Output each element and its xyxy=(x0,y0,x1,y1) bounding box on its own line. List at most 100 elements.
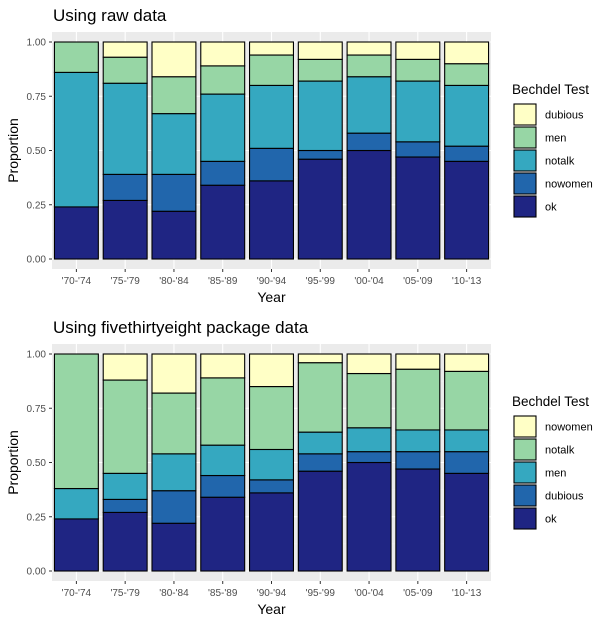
bar-segment-notalk xyxy=(53,71,99,208)
bar-segment-notalk xyxy=(249,385,295,451)
bar-segment-nowomen xyxy=(297,149,343,160)
x-tick-label: '00-'04 xyxy=(354,276,384,287)
bar-segment-dubious xyxy=(151,41,197,78)
bar-segment-men xyxy=(200,65,246,95)
bar-segment-ok xyxy=(297,158,343,260)
bar-segment-men xyxy=(249,448,295,481)
bar-segment-nowomen xyxy=(249,147,295,182)
bar-segment-ok xyxy=(395,468,441,572)
bar-segment-men xyxy=(346,54,392,78)
bar-segment-ok xyxy=(395,156,441,260)
legend-label: notalk xyxy=(545,445,575,457)
bar-segment-notalk xyxy=(444,370,490,431)
bar-segment-ok xyxy=(346,149,392,260)
bar-segment-notalk xyxy=(297,362,343,433)
y-tick-label: 0.25 xyxy=(27,200,47,211)
bar-segment-nowomen xyxy=(297,353,343,364)
legend-label: ok xyxy=(545,202,557,214)
x-tick-label: '85-'89 xyxy=(208,588,238,599)
legend-label: nowomen xyxy=(545,422,593,434)
bar-segment-dubious xyxy=(200,474,246,498)
legend-label: notalk xyxy=(545,156,575,168)
bar-segment-nowomen xyxy=(151,173,197,212)
bar-segment-men xyxy=(102,56,148,84)
legend-key-notalk xyxy=(513,438,537,461)
bar-segment-dubious xyxy=(200,41,246,67)
bar-segment-dubious xyxy=(297,453,343,472)
bar-segment-ok xyxy=(200,184,246,260)
bar-segment-dubious xyxy=(346,451,392,464)
bar-segment-notalk xyxy=(200,93,246,162)
y-axis-label: Proportion xyxy=(5,118,21,183)
legend-label: nowomen xyxy=(545,179,593,191)
bar-segment-men xyxy=(53,41,99,73)
legend-key-nowomen xyxy=(513,172,537,195)
bar-segment-ok xyxy=(102,199,148,260)
bar-segment-ok xyxy=(102,511,148,572)
bar-segment-nowomen xyxy=(151,353,197,394)
x-tick-label: '05-'09 xyxy=(403,588,433,599)
bar-segment-notalk xyxy=(102,379,148,474)
bar-segment-men xyxy=(297,58,343,82)
x-tick-label: '90-'94 xyxy=(257,588,287,599)
bar-segment-ok xyxy=(297,470,343,572)
bar-segment-men xyxy=(346,427,392,453)
legend-key-ok xyxy=(513,195,537,218)
bar-segment-men xyxy=(151,453,197,492)
bar-segment-nowomen xyxy=(102,353,148,381)
bar-segment-ok xyxy=(151,210,197,260)
bar-segment-notalk xyxy=(395,368,441,431)
legend-title: Bechdel Test xyxy=(512,82,589,97)
bar-segment-ok xyxy=(53,518,99,572)
y-tick-label: 0.00 xyxy=(27,567,47,578)
bar-segment-ok xyxy=(151,522,197,572)
x-tick-label: '10-'13 xyxy=(452,276,482,287)
bar-segment-nowomen xyxy=(249,353,295,388)
bar-segment-notalk xyxy=(297,80,343,152)
bar-segment-ok xyxy=(249,180,295,260)
bar-segment-notalk xyxy=(151,392,197,455)
bar-segment-notalk xyxy=(346,76,392,134)
legend-key-notalk xyxy=(513,149,537,172)
y-tick-label: 0.00 xyxy=(27,255,47,266)
y-axis-label: Proportion xyxy=(5,430,21,495)
bar-segment-dubious xyxy=(249,479,295,494)
bar-segment-dubious xyxy=(395,41,441,60)
bar-segment-men xyxy=(102,472,148,500)
bar-segment-ok xyxy=(249,492,295,572)
bar-segment-men xyxy=(444,63,490,86)
chart-title: Using raw data xyxy=(53,6,167,25)
bar-segment-men xyxy=(395,429,441,453)
chart-2: Using fivethirtyeight package data 0.00 0.… xyxy=(5,318,593,617)
x-tick-label: '85-'89 xyxy=(208,276,238,287)
bar-segment-notalk xyxy=(395,80,441,143)
y-tick-label: 1.00 xyxy=(27,350,47,361)
bar-segment-dubious xyxy=(297,41,343,60)
bar-segment-men xyxy=(53,487,99,520)
legend-key-dubious xyxy=(513,103,537,126)
bar-segment-men xyxy=(200,444,246,477)
bar-segment-ok xyxy=(53,206,99,260)
bar-segment-nowomen xyxy=(102,173,148,201)
bar-segment-notalk xyxy=(249,84,295,149)
y-tick-label: 0.50 xyxy=(27,146,47,157)
bar-segment-notalk xyxy=(151,113,197,175)
legend: Bechdel Test dubious men notalk nowomen ok xyxy=(512,82,593,218)
bar-segment-ok xyxy=(444,472,490,572)
x-tick-label: '05-'09 xyxy=(403,276,433,287)
legend-key-men xyxy=(513,461,537,484)
bar-segment-dubious xyxy=(444,41,490,65)
x-axis-label: Year xyxy=(257,289,286,305)
x-tick-label: '75-'79 xyxy=(110,588,140,599)
x-tick-label: '95-'99 xyxy=(306,588,336,599)
legend-key-men xyxy=(513,126,537,149)
legend-label: dubious xyxy=(545,491,584,503)
x-tick-label: '75-'79 xyxy=(110,276,140,287)
y-tick-label: 0.75 xyxy=(27,404,47,415)
bar-segment-nowomen xyxy=(444,145,490,162)
bar-segment-notalk xyxy=(200,377,246,446)
legend-label: men xyxy=(545,133,566,145)
bar-segment-nowomen xyxy=(346,132,392,152)
chart-1: Using raw data 0.00 0.25 0.50 0.75 1.00 '70-'7… xyxy=(5,6,593,305)
